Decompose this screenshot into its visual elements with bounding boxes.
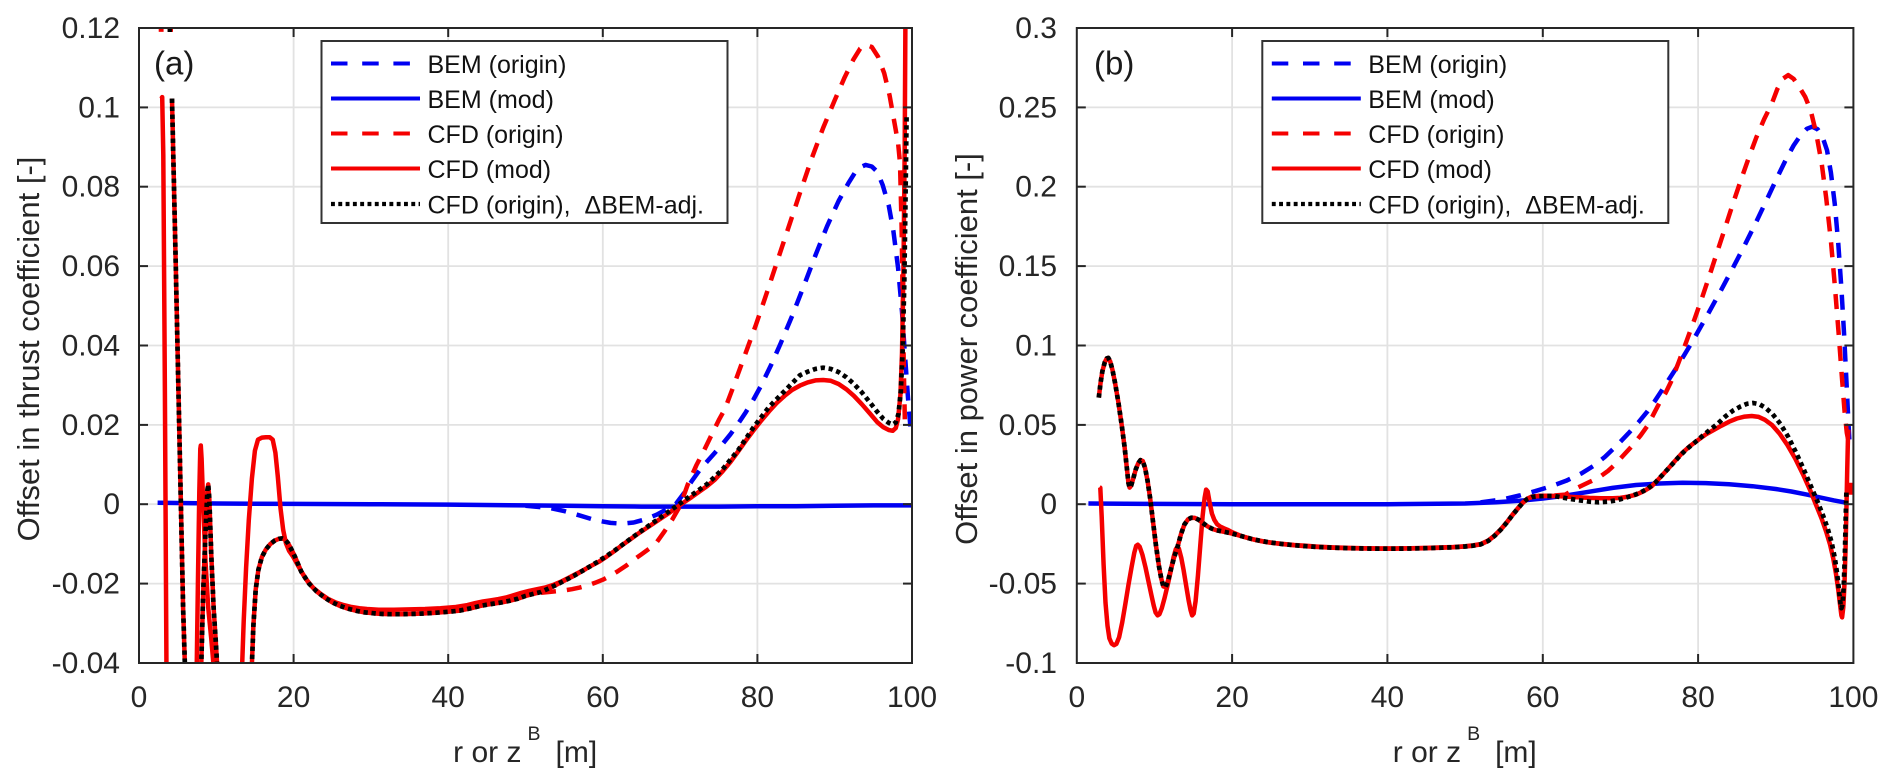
svg-text:0.05: 0.05 — [999, 409, 1057, 442]
svg-text:Offset in thrust coefficient [: Offset in thrust coefficient [-] — [11, 157, 46, 542]
svg-text:B: B — [1467, 723, 1480, 745]
svg-text:BEM (mod): BEM (mod) — [428, 86, 554, 114]
svg-text:0.12: 0.12 — [62, 12, 120, 45]
svg-text:100: 100 — [887, 681, 937, 714]
svg-text:CFD (origin): CFD (origin) — [428, 121, 564, 149]
svg-text:(a): (a) — [154, 45, 194, 82]
svg-text:60: 60 — [1526, 681, 1559, 714]
svg-text:B: B — [528, 723, 541, 745]
svg-text:Offset in power coefficient [-: Offset in power coefficient [-] — [949, 153, 984, 545]
svg-text:CFD (origin),: CFD (origin), — [1368, 192, 1511, 220]
svg-text:ΔBEM-adj.: ΔBEM-adj. — [1525, 192, 1645, 220]
svg-text:BEM (origin): BEM (origin) — [428, 51, 567, 79]
svg-text:-0.05: -0.05 — [989, 568, 1057, 601]
svg-text:0.3: 0.3 — [1015, 12, 1057, 45]
svg-text:0.25: 0.25 — [999, 91, 1057, 124]
svg-text:0.02: 0.02 — [62, 409, 120, 442]
svg-text:BEM (origin): BEM (origin) — [1368, 51, 1507, 79]
svg-text:0.1: 0.1 — [78, 91, 120, 124]
svg-text:CFD (origin),: CFD (origin), — [428, 192, 571, 220]
svg-text:CFD (mod): CFD (mod) — [428, 156, 552, 184]
svg-text:CFD (origin): CFD (origin) — [1368, 121, 1504, 149]
svg-text:0: 0 — [103, 488, 120, 521]
svg-text:40: 40 — [1371, 681, 1404, 714]
svg-text:-0.04: -0.04 — [52, 647, 120, 680]
svg-text:r or z: r or z — [1393, 736, 1461, 769]
svg-text:0.06: 0.06 — [62, 250, 120, 283]
svg-text:0: 0 — [131, 681, 148, 714]
svg-text:0.15: 0.15 — [999, 250, 1057, 283]
svg-text:100: 100 — [1828, 681, 1878, 714]
svg-text:0: 0 — [1068, 681, 1085, 714]
svg-text:0: 0 — [1040, 488, 1057, 521]
svg-text:0.2: 0.2 — [1015, 171, 1057, 204]
svg-text:0.04: 0.04 — [62, 330, 120, 363]
svg-text:-0.02: -0.02 — [52, 568, 120, 601]
svg-text:(b): (b) — [1094, 45, 1134, 82]
svg-text:20: 20 — [1215, 681, 1248, 714]
svg-text:ΔBEM-adj.: ΔBEM-adj. — [585, 192, 705, 220]
svg-text:40: 40 — [432, 681, 465, 714]
svg-text:r or z: r or z — [453, 736, 521, 769]
svg-text:CFD (mod): CFD (mod) — [1368, 156, 1492, 184]
svg-text:80: 80 — [1681, 681, 1714, 714]
svg-text:[m]: [m] — [1495, 736, 1537, 769]
svg-text:80: 80 — [741, 681, 774, 714]
svg-text:0.08: 0.08 — [62, 171, 120, 204]
svg-text:[m]: [m] — [556, 736, 598, 769]
svg-text:0.1: 0.1 — [1015, 330, 1057, 363]
svg-text:-0.1: -0.1 — [1005, 647, 1057, 680]
svg-text:BEM (mod): BEM (mod) — [1368, 86, 1494, 114]
svg-text:20: 20 — [277, 681, 310, 714]
svg-text:60: 60 — [586, 681, 619, 714]
